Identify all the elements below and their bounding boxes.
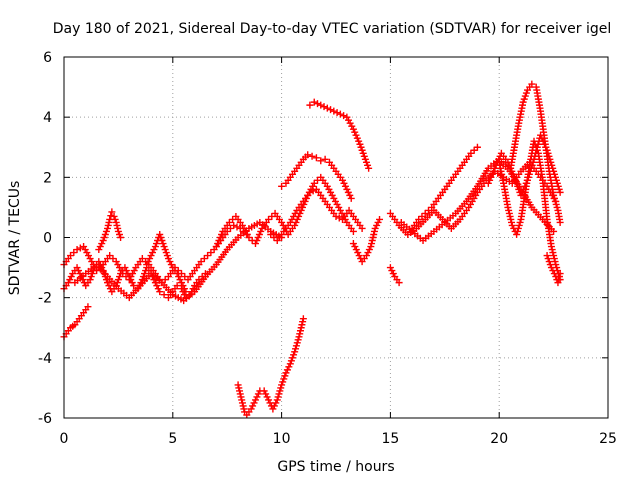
y-tick-label: 6 — [43, 50, 52, 66]
data-point — [395, 279, 403, 287]
y-tick-label: 4 — [43, 110, 52, 126]
data-point — [317, 157, 325, 165]
data-point — [73, 246, 81, 254]
data-point — [306, 188, 314, 196]
data-point — [278, 182, 286, 190]
data-point — [108, 208, 116, 216]
data-point — [230, 221, 238, 229]
data-point — [332, 212, 340, 220]
y-tick-label: 2 — [43, 170, 52, 186]
data-point — [321, 155, 329, 163]
data-point — [320, 103, 328, 111]
data-point — [365, 164, 373, 172]
series-arc-4 — [95, 208, 125, 254]
series-arc-10 — [306, 98, 373, 172]
series-arc-13 — [386, 264, 403, 287]
x-tick-label: 15 — [381, 431, 399, 447]
series-arc-20 — [543, 252, 564, 287]
y-tick-label: -4 — [38, 351, 52, 367]
data-point — [335, 214, 343, 222]
data-point — [233, 223, 241, 231]
series-arc-6 — [143, 230, 190, 296]
data-point — [76, 244, 84, 252]
data-point — [528, 80, 536, 88]
y-tick-label: -6 — [38, 411, 52, 427]
data-point — [347, 194, 355, 202]
chart-title: Day 180 of 2021, Sidereal Day-to-day VTE… — [53, 21, 612, 37]
series-arc-11 — [234, 315, 307, 419]
series-arc-1 — [60, 258, 209, 302]
data-point — [308, 152, 316, 160]
data-point — [376, 215, 384, 223]
x-tick-label: 10 — [273, 431, 291, 447]
series-arc-7 — [212, 173, 357, 251]
series-arc-16 — [397, 155, 558, 245]
series-arc-12 — [349, 215, 384, 266]
series-arc-9 — [278, 151, 355, 202]
data-point — [107, 212, 115, 220]
data-point — [304, 151, 312, 159]
x-axis-label: GPS time / hours — [277, 459, 394, 475]
data-point — [299, 315, 307, 323]
data-point — [327, 106, 335, 114]
data-point — [323, 104, 331, 112]
data-point — [336, 110, 344, 118]
data-point — [349, 227, 357, 235]
data-point — [182, 288, 190, 296]
data-point — [314, 100, 322, 108]
data-point — [160, 291, 168, 299]
data-point — [473, 143, 481, 151]
x-tick-label: 20 — [490, 431, 508, 447]
x-tick-label: 25 — [599, 431, 617, 447]
data-point — [556, 270, 564, 278]
data-point — [84, 303, 92, 311]
data-points — [60, 80, 564, 419]
data-point — [358, 224, 366, 232]
gridlines — [64, 57, 608, 418]
data-point — [340, 112, 348, 120]
series-arc-15 — [408, 143, 481, 232]
data-point — [310, 98, 318, 106]
data-point — [556, 188, 564, 196]
axis-ticks: 0 5 10 15 20 25 -6 -4 -2 0 2 4 6 — [38, 50, 617, 447]
data-point — [330, 107, 338, 115]
data-point — [317, 101, 325, 109]
data-point — [156, 288, 164, 296]
y-tick-label: -2 — [38, 291, 52, 307]
data-point — [333, 109, 341, 117]
series-arc-8 — [267, 185, 366, 245]
y-tick-label: 0 — [43, 231, 52, 247]
x-tick-label: 0 — [60, 431, 69, 447]
series-arc-3 — [60, 303, 92, 341]
data-point — [117, 234, 125, 241]
series-arc-19 — [484, 131, 564, 199]
data-point — [306, 101, 314, 109]
y-axis-label: SDTVAR / TECUs — [7, 181, 23, 296]
data-point — [309, 187, 317, 195]
data-point — [312, 154, 320, 162]
x-tick-label: 5 — [168, 431, 177, 447]
data-point — [556, 218, 564, 226]
